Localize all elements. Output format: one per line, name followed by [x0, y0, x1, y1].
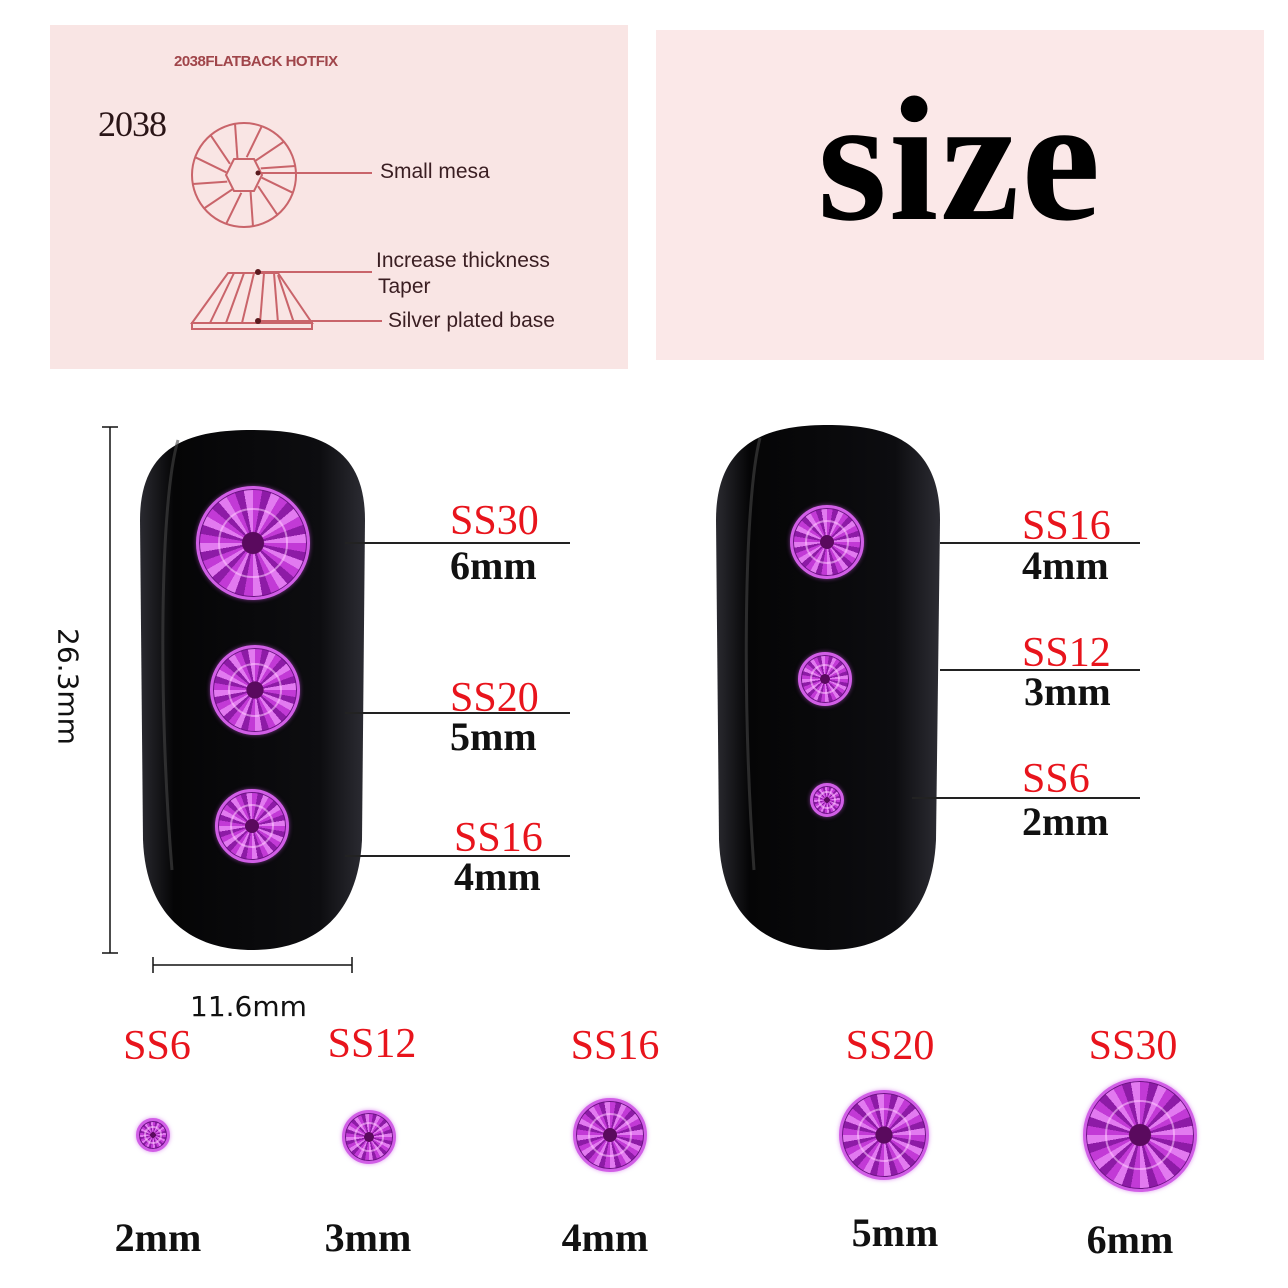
- size-code: SS6: [1022, 756, 1090, 802]
- model-number: 2038: [98, 104, 167, 144]
- leader-line: [345, 855, 570, 857]
- row-mm: 6mm: [1086, 1217, 1174, 1262]
- gem-ss30: [196, 486, 310, 600]
- gem-2mm: [136, 1118, 170, 1152]
- facet-line: [225, 192, 243, 225]
- leader-line: [940, 542, 1140, 544]
- size-heading: size: [817, 60, 1103, 258]
- callout-increase-thickness: Increase thickness: [376, 249, 550, 272]
- row-code: SS16: [570, 1023, 660, 1069]
- size-code: SS20: [450, 675, 539, 721]
- gem-ss16: [790, 505, 864, 579]
- leader-line: [940, 669, 1140, 671]
- gem-ss16: [215, 789, 289, 863]
- row-code: SS12: [327, 1021, 417, 1067]
- facet-line: [203, 188, 234, 210]
- gem-3mm: [342, 1110, 396, 1164]
- row-mm: 2mm: [114, 1215, 202, 1260]
- callout-silver-base: Silver plated base: [388, 309, 555, 332]
- rhinestone-line-drawing: [190, 122, 382, 330]
- leader-line: [345, 712, 570, 714]
- row-code: SS20: [845, 1023, 935, 1069]
- size-code: SS16: [1022, 503, 1111, 549]
- size-mm: 6mm: [450, 543, 537, 588]
- dimension-lines: [102, 426, 353, 973]
- gem-ss20: [210, 645, 300, 735]
- gem-5mm: [839, 1090, 929, 1180]
- row-mm: 5mm: [851, 1210, 939, 1255]
- callout-small-mesa: Small mesa: [380, 160, 490, 183]
- gem-4mm: [573, 1098, 647, 1172]
- size-heading-panel: size: [656, 30, 1264, 360]
- facet-line: [194, 156, 227, 174]
- nail-width-label: 11.6mm: [190, 990, 307, 1023]
- callout-taper: Taper: [378, 275, 431, 298]
- facet-line: [245, 125, 263, 158]
- leader-line: [345, 542, 570, 544]
- size-mm: 4mm: [1022, 543, 1109, 588]
- size-mm: 4mm: [454, 854, 541, 899]
- facet-line: [260, 165, 296, 170]
- leader-line: [912, 797, 1140, 799]
- gem-6mm: [1083, 1078, 1197, 1192]
- size-mm: 3mm: [1024, 669, 1111, 714]
- row-code: SS6: [123, 1023, 191, 1069]
- gem-ss6: [810, 783, 844, 817]
- size-code: SS30: [450, 498, 539, 544]
- facet-line: [261, 176, 294, 194]
- size-code: SS16: [454, 815, 543, 861]
- size-mm: 2mm: [1022, 799, 1109, 844]
- rhinestone-diagram-panel: 2038FLATBACK HOTFIX 2038 Small mesa Incr…: [50, 25, 628, 369]
- size-mm: 5mm: [450, 714, 537, 759]
- nail-height-label: 26.3mm: [51, 628, 85, 745]
- row-mm: 4mm: [561, 1215, 649, 1260]
- facet-line: [209, 134, 231, 165]
- facet-line: [257, 185, 279, 216]
- row-mm: 3mm: [324, 1215, 412, 1260]
- facet-line: [249, 191, 254, 227]
- gem-ss12: [798, 652, 852, 706]
- diagram-title: 2038FLATBACK HOTFIX: [174, 53, 338, 70]
- facet-line: [192, 180, 228, 185]
- row-code: SS30: [1088, 1023, 1178, 1069]
- size-code: SS12: [1022, 630, 1111, 676]
- facet-line: [254, 140, 285, 162]
- facet-line: [234, 123, 239, 159]
